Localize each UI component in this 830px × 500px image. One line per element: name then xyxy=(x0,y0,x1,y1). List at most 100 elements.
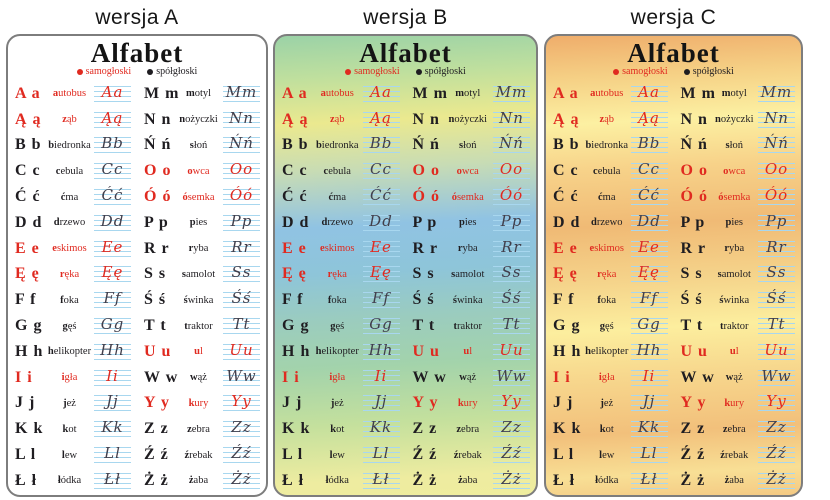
cursive-ruled-lines: Mm xyxy=(493,83,530,102)
example-word: słoń xyxy=(725,139,743,151)
alphabet-panel-a: Alfabet samogłoski spółgłoski A a autobus… xyxy=(6,34,268,497)
vowel-dot-icon xyxy=(613,69,620,75)
example-word: cebula xyxy=(55,165,84,177)
cursive-ruled-lines: Ęę xyxy=(630,263,668,283)
cursive-ruled-lines: Śś xyxy=(758,289,795,309)
cursive-ruled-lines: Gg xyxy=(362,315,400,335)
cursive-ruled-lines: Kk xyxy=(362,418,400,438)
alphabet-row: I i igła Ii xyxy=(8,365,137,391)
legend: samogłoski spółgłoski xyxy=(8,66,266,78)
letter-pair: W w xyxy=(412,368,446,386)
alphabet-row: C c cebula Cc xyxy=(8,158,137,184)
cursive-ruled-lines: Nn xyxy=(223,109,260,128)
legend-vowels-label: samogłoski xyxy=(354,66,400,77)
cursive-letters: Ęę xyxy=(370,263,392,282)
letter-pair: U u xyxy=(680,342,707,360)
letter-pair: J j xyxy=(282,394,302,412)
cursive-ruled-lines: Jj xyxy=(94,392,131,412)
letter-pair: R r xyxy=(680,239,706,257)
alphabet-row: P p pies Pp xyxy=(137,210,266,236)
cursive-ruled-lines: Oo xyxy=(223,160,260,180)
alphabet-row: M m motyl Mm xyxy=(674,81,802,107)
alphabet-row: G g gęś Gg xyxy=(275,313,406,339)
cursive-ruled-lines: Pp xyxy=(493,212,530,231)
example-word: świnka xyxy=(183,294,214,306)
cursive-ruled-lines: Ss xyxy=(223,263,260,283)
cursive-letters: Ii xyxy=(642,366,656,385)
example-word: autobus xyxy=(52,88,87,100)
example-word: traktor xyxy=(453,320,483,332)
letter-pair: E e xyxy=(553,239,577,257)
alphabet-row: Z z zebra Zz xyxy=(406,416,537,442)
version-b-heading: wersja B xyxy=(363,6,448,29)
example-word: samolot xyxy=(451,268,485,280)
letter-pair: Ń ń xyxy=(680,136,707,154)
letter-pair: S s xyxy=(412,265,434,283)
cursive-ruled-lines: Gg xyxy=(630,315,668,335)
cursive-ruled-lines: Źź xyxy=(758,444,795,464)
example-word: ćma xyxy=(60,191,79,203)
letter-pair: K k xyxy=(15,420,43,438)
example-word: biedronka xyxy=(585,139,629,151)
cursive-letters: Ss xyxy=(766,263,787,282)
alphabet-row: Ó ó ósemka Óó xyxy=(406,184,537,210)
alphabet-row: J j jeż Jj xyxy=(546,391,674,417)
cursive-letters: Łł xyxy=(372,469,390,488)
alphabet-row: S s samolot Ss xyxy=(406,262,537,288)
cursive-ruled-lines: Jj xyxy=(630,392,668,412)
cursive-letters: Mm xyxy=(760,82,793,101)
alphabet-row: Ć ć ćma Ćć xyxy=(8,184,137,210)
alphabet-row: Ź ź źrebak Źź xyxy=(406,442,537,468)
cursive-ruled-lines: Ąą xyxy=(94,109,131,128)
example-word: ósemka xyxy=(182,191,215,203)
letter-pair: P p xyxy=(680,213,705,231)
cursive-letters: Gg xyxy=(100,315,125,334)
legend-consonants: spółgłoski xyxy=(415,66,466,78)
example-word: kury xyxy=(188,397,209,409)
vowel-dot-icon xyxy=(76,69,83,75)
cursive-ruled-lines: Tt xyxy=(493,315,530,335)
cursive-ruled-lines: Oo xyxy=(758,160,795,180)
alphabet-row: E e eskimos Ee xyxy=(8,236,137,262)
alphabet-row: Ą ą ząb Ąą xyxy=(275,107,406,133)
cursive-ruled-lines: Żż xyxy=(493,470,530,489)
alphabet-row: U u ul Uu xyxy=(674,339,802,365)
letter-pair: C c xyxy=(282,162,307,180)
alphabet-row: G g gęś Gg xyxy=(546,313,674,339)
cursive-ruled-lines: Yy xyxy=(223,392,260,412)
letter-pair: S s xyxy=(144,265,166,283)
alphabet-row: K k kot Kk xyxy=(275,416,406,442)
cursive-letters: Rr xyxy=(501,237,522,256)
letter-pair: L l xyxy=(15,446,36,464)
alphabet-row: W w wąż Ww xyxy=(137,365,266,391)
letter-pair: Ę ę xyxy=(553,265,577,283)
example-word: źrebak xyxy=(184,449,213,461)
alphabet-row: Ć ć ćma Ćć xyxy=(275,184,406,210)
legend-consonants-label: spółgłoski xyxy=(692,66,734,77)
example-word: helikopter xyxy=(47,346,92,358)
example-word: gęś xyxy=(62,320,77,332)
cursive-ruled-lines: Hh xyxy=(630,341,668,360)
example-word: ząb xyxy=(62,114,77,126)
legend-vowels: samogłoski xyxy=(345,66,400,78)
legend: samogłoski spółgłoski xyxy=(275,66,536,78)
alphabet-row: L l lew Ll xyxy=(8,442,137,468)
cursive-ruled-lines: Ee xyxy=(94,238,131,257)
alphabet-row: C c cebula Cc xyxy=(275,158,406,184)
alphabet-row: Ę ę ręka Ęę xyxy=(8,262,137,288)
cursive-letters: Ćć xyxy=(370,186,392,205)
letter-pair: G g xyxy=(553,317,580,335)
example-word: ząb xyxy=(599,114,615,126)
example-word: ryba xyxy=(724,243,745,255)
alphabet-row: Ł ł łódka Łł xyxy=(8,468,137,494)
cursive-ruled-lines: Ii xyxy=(94,367,131,386)
letter-pair: Y y xyxy=(680,394,706,412)
alphabet-row: T t traktor Tt xyxy=(137,313,266,339)
letter-pair: L l xyxy=(553,446,574,464)
cursive-letters: Śś xyxy=(231,289,252,308)
cursive-ruled-lines: Cc xyxy=(630,160,668,180)
cursive-letters: Zz xyxy=(231,418,252,437)
cursive-letters: Yy xyxy=(231,392,252,411)
alphabet-row: I i igła Ii xyxy=(275,365,406,391)
cursive-letters: Jj xyxy=(642,392,656,411)
